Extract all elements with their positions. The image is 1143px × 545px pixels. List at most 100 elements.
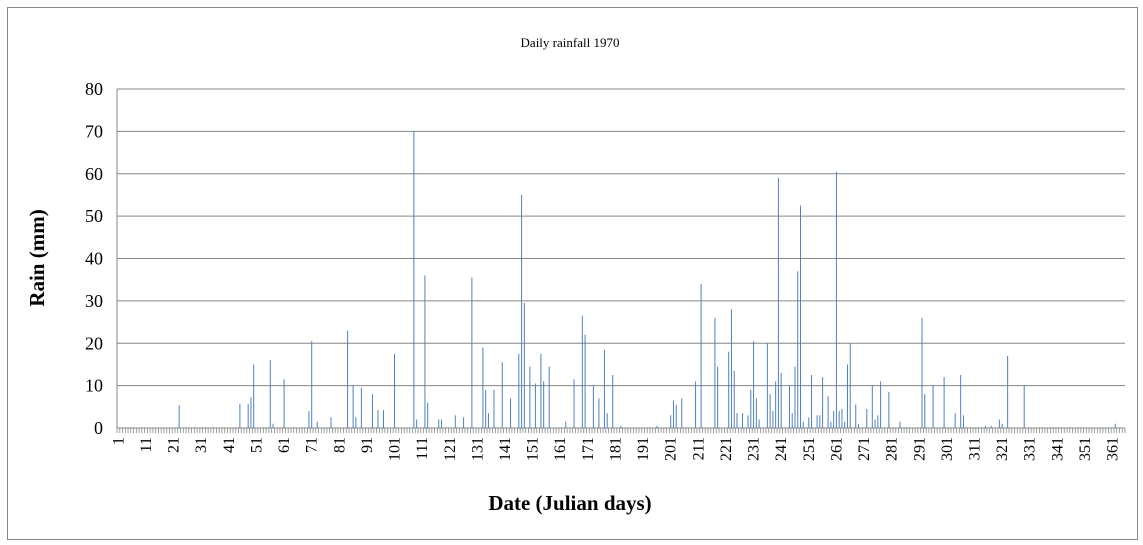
- x-tick-label: 71: [304, 437, 321, 453]
- bar: [620, 425, 622, 428]
- x-tick-label: 101: [387, 437, 404, 461]
- bar: [742, 413, 744, 428]
- x-tick-label: 61: [276, 437, 293, 453]
- bar: [714, 317, 716, 428]
- x-tick-label: 141: [497, 437, 514, 461]
- x-tick-label: 231: [746, 437, 763, 461]
- bar: [269, 360, 271, 428]
- x-tick-label: 21: [166, 437, 183, 453]
- bar: [253, 364, 255, 428]
- bar: [670, 415, 672, 428]
- bar: [871, 385, 873, 428]
- bar: [239, 403, 241, 428]
- x-tick-label: 351: [1077, 437, 1094, 461]
- bar: [888, 391, 890, 428]
- bar: [733, 370, 735, 428]
- bar: [565, 421, 567, 428]
- bar: [700, 283, 702, 428]
- bar: [755, 398, 757, 428]
- bar: [656, 425, 658, 428]
- bar: [413, 131, 415, 428]
- x-tick-label: 131: [469, 437, 486, 461]
- bar: [543, 381, 545, 428]
- x-tick-label: 271: [856, 437, 873, 461]
- bar: [788, 385, 790, 428]
- bar: [819, 415, 821, 428]
- bar: [493, 389, 495, 428]
- x-tick-label: 111: [414, 437, 431, 460]
- x-tick-label: 51: [248, 437, 265, 453]
- x-axis-label: Date (Julian days): [488, 491, 651, 515]
- y-tick-label: 0: [94, 418, 103, 438]
- bar: [592, 385, 594, 428]
- bar: [766, 343, 768, 428]
- bar: [866, 408, 868, 428]
- y-tick-label: 50: [85, 206, 103, 226]
- bar: [846, 364, 848, 428]
- bar: [521, 194, 523, 428]
- bar: [794, 366, 796, 428]
- bar: [808, 417, 810, 428]
- x-tick-label: 161: [552, 437, 569, 461]
- bar: [772, 411, 774, 428]
- bar: [695, 381, 697, 428]
- chart-frame: [7, 7, 1138, 540]
- bar: [377, 410, 379, 428]
- bar: [921, 317, 923, 428]
- bar: [924, 394, 926, 428]
- bar: [990, 425, 992, 428]
- bar: [830, 421, 832, 428]
- bar: [943, 377, 945, 428]
- bar: [529, 366, 531, 428]
- bar: [487, 413, 489, 428]
- bar: [899, 421, 901, 428]
- bar: [573, 379, 575, 428]
- bar: [518, 353, 520, 428]
- chart-title: Daily rainfall 1970: [521, 35, 620, 50]
- bar: [747, 415, 749, 428]
- bar: [330, 417, 332, 428]
- bar: [347, 330, 349, 428]
- x-tick-label: 31: [193, 437, 210, 453]
- bar: [1007, 355, 1009, 428]
- x-tick-label: 181: [607, 437, 624, 461]
- x-tick-label: 41: [221, 437, 238, 453]
- bar: [780, 372, 782, 428]
- x-tick-label: 191: [635, 437, 652, 461]
- bar: [672, 400, 674, 428]
- bar: [998, 419, 1000, 428]
- bar: [471, 277, 473, 428]
- bar: [855, 404, 857, 428]
- x-tick-label: 321: [994, 437, 1011, 461]
- bar: [424, 275, 426, 428]
- bar: [800, 205, 802, 428]
- bar: [581, 315, 583, 428]
- bar: [811, 375, 813, 428]
- x-tick-label: 261: [828, 437, 845, 461]
- bar: [797, 271, 799, 428]
- bar: [833, 411, 835, 428]
- y-axis-label: Rain (mm): [25, 209, 49, 306]
- bar: [382, 410, 384, 428]
- x-tick-label: 241: [773, 437, 790, 461]
- bar: [730, 309, 732, 428]
- bar: [440, 419, 442, 428]
- x-tick-label: 251: [801, 437, 818, 461]
- x-tick-label: 311: [966, 437, 983, 460]
- bar: [985, 425, 987, 428]
- bar: [775, 381, 777, 428]
- bar: [454, 415, 456, 428]
- bar: [584, 334, 586, 428]
- bar: [540, 353, 542, 428]
- x-tick-label: 331: [1022, 437, 1039, 461]
- bar: [371, 394, 373, 428]
- bar: [932, 385, 934, 428]
- bar: [316, 421, 318, 428]
- bar: [777, 177, 779, 428]
- bar: [548, 366, 550, 428]
- bar: [416, 419, 418, 428]
- bar: [250, 397, 252, 428]
- bar: [758, 419, 760, 428]
- bar: [355, 417, 357, 428]
